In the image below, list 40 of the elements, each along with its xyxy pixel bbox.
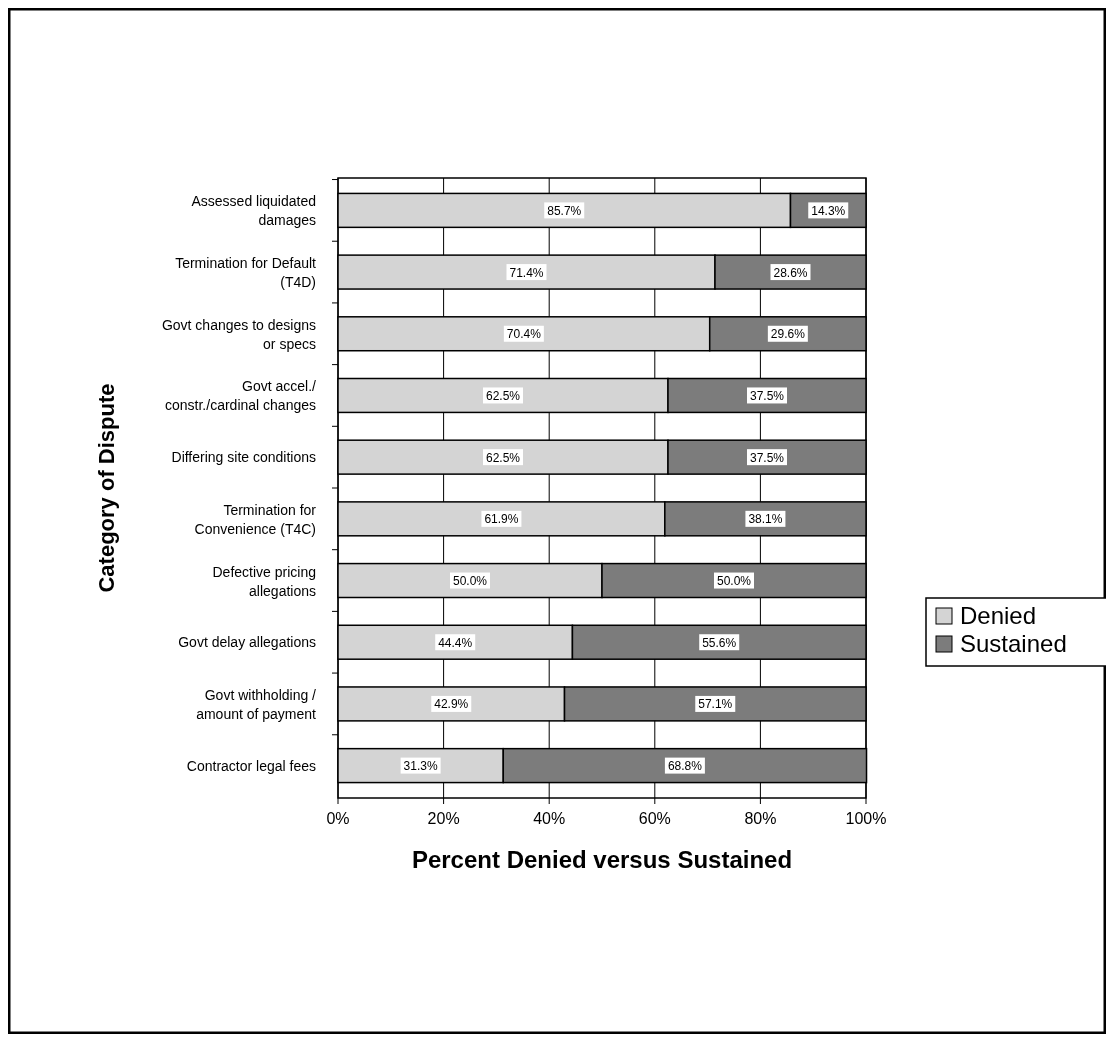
y-tick-label: Govt changes to designs or specs [161, 316, 316, 352]
data-label: 44.4% [438, 635, 473, 650]
data-label: 57.1% [698, 697, 733, 712]
legend-label: Sustained [960, 630, 1067, 657]
x-tick-label: 0% [326, 810, 350, 827]
y-tick-label: Assessed liquidated damages [191, 193, 316, 229]
y-tick-label: Govt withholding / amount of payment [196, 686, 317, 722]
x-tick-label: 40% [533, 810, 566, 827]
x-tick-label: 80% [744, 810, 777, 827]
data-label: 50.0% [716, 574, 752, 589]
data-label: 42.9% [434, 697, 469, 712]
data-label: 85.7% [547, 203, 582, 218]
y-tick-label: Termination for Convenience (T4C) [194, 501, 317, 537]
data-label: 71.4% [509, 265, 544, 280]
data-label: 50.0% [452, 574, 488, 589]
y-tick-label: Govt delay allegations [178, 634, 316, 651]
data-label: 68.8% [667, 759, 703, 774]
data-label: 62.5% [485, 450, 521, 465]
data-label: 29.6% [770, 327, 806, 342]
legend-label: Denied [960, 602, 1037, 629]
data-label: 28.6% [773, 265, 808, 280]
data-label: 61.9% [484, 512, 519, 527]
x-tick-label: 20% [427, 810, 460, 827]
data-label: 14.3% [811, 203, 846, 218]
data-label: 31.3% [403, 759, 438, 774]
data-label: 37.5% [749, 388, 785, 403]
y-tick-label: Defective pricing allegations [212, 563, 316, 599]
x-tick-label: 100% [845, 810, 887, 827]
x-tick-label: 60% [638, 810, 671, 827]
data-label: 37.5% [749, 450, 785, 465]
data-label: 62.5% [485, 388, 521, 403]
y-axis-title: Category of Dispute [94, 383, 119, 593]
data-label: 55.6% [702, 635, 737, 650]
data-label: 38.1% [748, 512, 783, 527]
y-tick-label: Govt accel./ constr./cardinal changes [165, 378, 317, 414]
x-axis-title: Percent Denied versus Sustained [411, 846, 793, 873]
y-tick-label: Termination for Default (T4D) [175, 255, 317, 291]
y-tick-label: Differing site conditions [171, 449, 316, 466]
y-tick-label: Contractor legal fees [186, 757, 316, 774]
data-label: 70.4% [506, 327, 542, 342]
